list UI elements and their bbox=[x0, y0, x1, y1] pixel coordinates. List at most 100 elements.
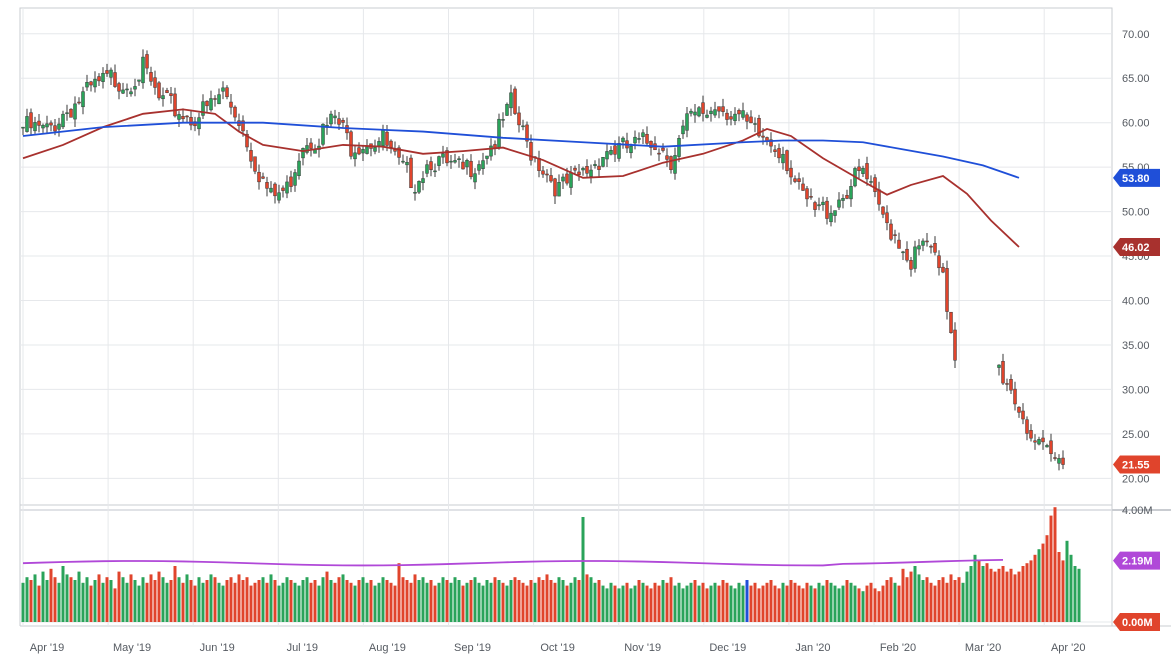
volume-bar bbox=[645, 585, 649, 622]
volume-bar bbox=[1065, 540, 1069, 622]
candle-down bbox=[245, 133, 249, 148]
volume-bar bbox=[829, 582, 833, 622]
candle-up bbox=[73, 103, 77, 120]
candle-up bbox=[177, 114, 181, 120]
volume-bar bbox=[409, 582, 413, 622]
volume-bar bbox=[437, 582, 441, 622]
candle-down bbox=[1029, 430, 1033, 439]
volume-bar bbox=[225, 580, 229, 622]
candle-down bbox=[789, 167, 793, 178]
candle-up bbox=[617, 143, 621, 159]
candle-down bbox=[929, 245, 933, 248]
volume-bar bbox=[641, 582, 645, 622]
candle-up bbox=[209, 98, 213, 111]
candle-up bbox=[361, 149, 365, 154]
time-tick-label: Jun '19 bbox=[200, 642, 235, 654]
candle-up bbox=[425, 164, 429, 174]
volume-bar bbox=[957, 577, 961, 622]
candle-up bbox=[473, 173, 477, 183]
volume-bar bbox=[481, 585, 485, 622]
volume-bar bbox=[917, 574, 921, 622]
candle-up bbox=[33, 122, 37, 132]
volume-bar bbox=[901, 568, 905, 622]
volume-bar bbox=[473, 577, 477, 622]
candle-down bbox=[865, 163, 869, 180]
volume-bar bbox=[661, 580, 665, 622]
volume-bar bbox=[313, 580, 317, 622]
volume-bar bbox=[141, 577, 145, 622]
candle-down bbox=[785, 150, 789, 171]
volume-bar bbox=[317, 585, 321, 622]
volume-tick-label: 4.00M bbox=[1122, 505, 1153, 517]
candle-down bbox=[845, 195, 849, 199]
volume-label-text: 0.00M bbox=[1122, 617, 1153, 629]
volume-bar bbox=[893, 582, 897, 622]
candle-up bbox=[453, 160, 457, 163]
volume-bar bbox=[1029, 560, 1033, 622]
candle-up bbox=[833, 210, 837, 216]
candle-down bbox=[573, 167, 577, 171]
volume-bar bbox=[185, 574, 189, 622]
candle-up bbox=[401, 160, 405, 163]
volume-bar bbox=[461, 585, 465, 622]
price-label-badge bbox=[1113, 168, 1160, 187]
volume-bar bbox=[989, 568, 993, 622]
volume-bar bbox=[337, 577, 341, 622]
volume-bar bbox=[209, 574, 213, 622]
price-labels: 53.80 46.02 21.55 2.19M 0.00M bbox=[1113, 168, 1160, 631]
volume-bar bbox=[581, 517, 585, 622]
volume-bar bbox=[565, 585, 569, 622]
candle-down bbox=[941, 266, 945, 273]
volume-bar bbox=[777, 588, 781, 622]
volume-bar bbox=[533, 582, 537, 622]
candle-down bbox=[937, 255, 941, 269]
candle-up bbox=[141, 56, 145, 84]
volume-bar bbox=[785, 585, 789, 622]
volume-bar bbox=[673, 585, 677, 622]
volume-bar bbox=[73, 580, 77, 622]
volume-bar bbox=[649, 588, 653, 622]
candle-up bbox=[109, 69, 113, 78]
candle-up bbox=[457, 158, 461, 161]
candle-up bbox=[377, 141, 381, 147]
volume-bar bbox=[621, 585, 625, 622]
volume-bar bbox=[469, 580, 473, 622]
volume-ma-line bbox=[22, 558, 1004, 567]
time-tick-label: Nov '19 bbox=[624, 642, 661, 654]
candle-down bbox=[813, 202, 817, 210]
volume-bar bbox=[1033, 554, 1037, 622]
volume-bar bbox=[221, 585, 225, 622]
candle-down bbox=[657, 152, 661, 155]
candle-up bbox=[821, 201, 825, 206]
candle-up bbox=[1057, 458, 1061, 464]
candle-down bbox=[745, 114, 749, 122]
volume-bar bbox=[845, 580, 849, 622]
volume-bar bbox=[265, 582, 269, 622]
volume-panel bbox=[21, 507, 1081, 622]
candle-up bbox=[753, 123, 757, 125]
candle-up bbox=[301, 148, 305, 159]
candle-up bbox=[901, 251, 905, 254]
candle-down bbox=[165, 90, 169, 93]
candle-down bbox=[885, 212, 889, 224]
volume-bar bbox=[1041, 543, 1045, 622]
candle-down bbox=[893, 234, 897, 236]
candle-up bbox=[861, 167, 865, 174]
volume-bar bbox=[833, 585, 837, 622]
candle-down bbox=[669, 156, 673, 170]
price-label-text: 46.02 bbox=[1122, 242, 1150, 254]
price-label-46.02: 46.02 bbox=[1113, 237, 1160, 256]
candle-down bbox=[665, 155, 669, 160]
volume-bar bbox=[885, 580, 889, 622]
volume-bar bbox=[593, 582, 597, 622]
candle-up bbox=[305, 145, 309, 153]
volume-bar bbox=[849, 582, 853, 622]
volume-bar bbox=[949, 574, 953, 622]
candle-up bbox=[581, 168, 585, 171]
candle-down bbox=[809, 196, 813, 198]
candle-down bbox=[181, 115, 185, 120]
volume-bar bbox=[465, 582, 469, 622]
volume-bar bbox=[609, 582, 613, 622]
volume-label-0.00M: 0.00M bbox=[1113, 613, 1160, 631]
volume-bar bbox=[737, 582, 741, 622]
